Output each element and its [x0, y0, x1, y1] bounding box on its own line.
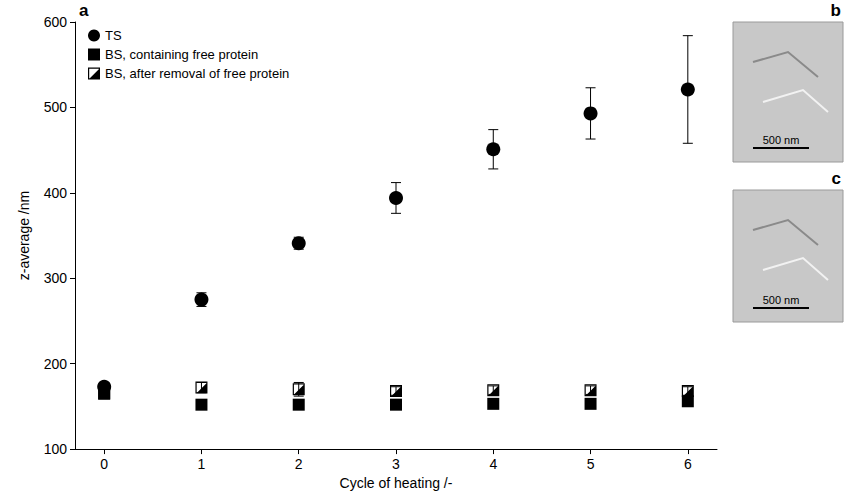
svg-text:500 nm: 500 nm — [763, 134, 800, 146]
svg-text:500: 500 — [44, 99, 68, 115]
svg-text:TS: TS — [105, 28, 122, 43]
svg-text:600: 600 — [44, 14, 68, 30]
svg-text:500 nm: 500 nm — [763, 294, 800, 306]
svg-text:400: 400 — [44, 185, 68, 201]
svg-text:c: c — [832, 169, 841, 188]
svg-text:Cycle of heating /-: Cycle of heating /- — [340, 475, 453, 491]
svg-text:0: 0 — [100, 456, 108, 472]
svg-text:300: 300 — [44, 270, 68, 286]
svg-text:BS, after removal of free prot: BS, after removal of free protein — [105, 66, 289, 81]
svg-text:BS, containing free protein: BS, containing free protein — [105, 47, 258, 62]
svg-text:b: b — [831, 1, 841, 20]
svg-text:4: 4 — [489, 456, 497, 472]
svg-text:2: 2 — [295, 456, 303, 472]
svg-text:z-average /nm: z-average /nm — [16, 191, 32, 280]
svg-text:5: 5 — [587, 456, 595, 472]
svg-text:200: 200 — [44, 356, 68, 372]
svg-text:a: a — [79, 1, 89, 20]
svg-text:100: 100 — [44, 441, 68, 457]
svg-text:1: 1 — [198, 456, 206, 472]
svg-text:3: 3 — [392, 456, 400, 472]
svg-text:6: 6 — [684, 456, 692, 472]
